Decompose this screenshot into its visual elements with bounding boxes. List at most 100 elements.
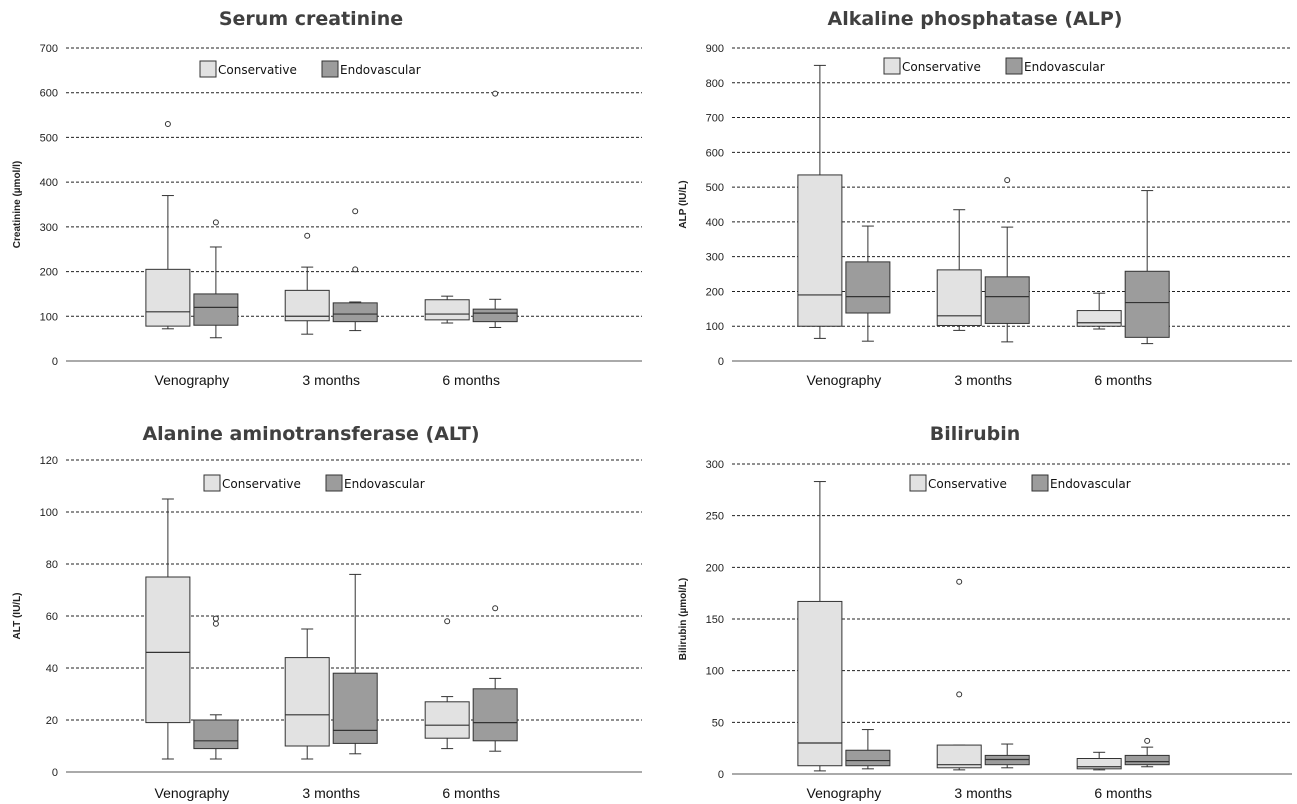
box-iqr [284, 657, 330, 747]
box-iqr [1124, 270, 1170, 338]
legend-swatch-endovascular [1005, 57, 1023, 75]
y-axis-label: ALP (IU/L) [678, 180, 689, 228]
box-endovascular-1 [984, 743, 1030, 769]
category-label: 6 months [442, 785, 500, 801]
chart-title: Alkaline phosphatase (ALP) [828, 8, 1123, 30]
box-conservative-1 [284, 232, 330, 335]
outlier-point [492, 90, 499, 97]
y-tick-label: 50 [712, 717, 724, 729]
box-conservative-0 [797, 64, 843, 339]
outlier-point [212, 219, 219, 226]
category-label: 3 months [302, 372, 360, 388]
box-conservative-0 [145, 121, 191, 330]
outlier-point [956, 578, 963, 585]
box-iqr [1076, 310, 1122, 327]
outlier-point [212, 620, 219, 627]
y-tick-label: 900 [706, 43, 724, 55]
box-endovascular-1 [332, 573, 378, 755]
y-tick-label: 800 [706, 78, 724, 90]
box-iqr [845, 749, 891, 767]
box-iqr [1076, 758, 1122, 770]
box-iqr [424, 701, 470, 739]
legend-swatch-conservative [883, 57, 901, 75]
y-tick-label: 60 [46, 611, 58, 623]
box-iqr [472, 688, 518, 742]
y-tick-label: 20 [46, 715, 58, 727]
box-endovascular-1 [332, 208, 378, 332]
box-iqr [145, 268, 191, 327]
box-endovascular-2 [472, 90, 518, 328]
category-label: 3 months [954, 785, 1012, 801]
box-conservative-1 [284, 628, 330, 760]
y-tick-label: 100 [706, 666, 724, 678]
panel-alt: Alanine aminotransferase (ALT) ALT (IU/L)… [0, 410, 645, 804]
outlier-point [304, 232, 311, 239]
legend-label-conservative: Conservative [928, 477, 1007, 491]
y-tick-label: 200 [706, 286, 724, 298]
box-endovascular-0 [193, 615, 239, 760]
legend-label-conservative: Conservative [218, 63, 297, 77]
legend-label-endovascular: Endovascular [344, 477, 425, 491]
legend: Conservative Endovascular [199, 60, 421, 78]
legend: Conservative Endovascular [909, 474, 1131, 492]
category-label: 6 months [1094, 372, 1152, 388]
category-label: 3 months [954, 372, 1012, 388]
chart-title: Serum creatinine [219, 8, 403, 30]
box-iqr [936, 744, 982, 769]
y-tick-label: 300 [706, 252, 724, 264]
legend-label-endovascular: Endovascular [1050, 477, 1131, 491]
legend-swatch-endovascular [325, 474, 343, 492]
box-conservative-1 [936, 209, 982, 331]
y-tick-label: 120 [40, 455, 58, 467]
chart-title: Alanine aminotransferase (ALT) [142, 423, 479, 445]
y-axis-label: Bilirubin (µmol/L) [678, 578, 689, 660]
y-tick-label: 700 [706, 113, 724, 125]
outlier-point [492, 605, 499, 612]
legend-swatch-endovascular [1031, 474, 1049, 492]
box-iqr [797, 600, 843, 767]
y-tick-label: 500 [706, 182, 724, 194]
outlier-point [1004, 177, 1011, 184]
box-iqr [332, 302, 378, 323]
outlier-point [212, 615, 219, 622]
y-tick-label: 300 [706, 459, 724, 471]
panel-bilirubin: Bilirubin Bilirubin (µmol/L) 0 50 100 150 200 2… [652, 410, 1297, 804]
box-endovascular-2 [472, 605, 518, 752]
box-iqr [472, 308, 518, 323]
legend: Conservative Endovascular [883, 57, 1105, 75]
outlier-point [956, 691, 963, 698]
chart-svg: Bilirubin Bilirubin (µmol/L) 0 50 100 150 200 2… [678, 423, 1292, 801]
box-iqr [145, 576, 191, 724]
box-conservative-1 [936, 578, 982, 771]
box-conservative-2 [424, 618, 470, 750]
box-conservative-2 [1076, 292, 1122, 330]
box-iqr [332, 672, 378, 744]
y-tick-label: 200 [40, 267, 58, 279]
y-tick-label: 0 [718, 356, 724, 368]
outlier-point [1144, 737, 1151, 744]
category-label: Venography [807, 372, 882, 388]
legend-label-endovascular: Endovascular [340, 63, 421, 77]
chart-svg: Serum creatinine Creatinine (µmol/l) 0 100 2… [12, 8, 642, 388]
category-label: Venography [155, 372, 230, 388]
y-tick-label: 700 [40, 43, 58, 55]
y-tick-label: 100 [40, 507, 58, 519]
y-tick-label: 0 [52, 767, 58, 779]
box-endovascular-1 [984, 177, 1030, 343]
legend-swatch-conservative [199, 60, 217, 78]
category-label: 6 months [442, 372, 500, 388]
outlier-point [164, 121, 171, 128]
legend-swatch-conservative [203, 474, 221, 492]
box-iqr [1124, 754, 1170, 766]
box-conservative-0 [145, 498, 191, 760]
box-iqr [797, 174, 843, 327]
chart-svg: Alanine aminotransferase (ALT) ALT (IU/L)… [12, 423, 642, 801]
box-endovascular-0 [845, 225, 891, 342]
legend-label-endovascular: Endovascular [1024, 60, 1105, 74]
box-conservative-2 [424, 295, 470, 324]
outlier-point [352, 208, 359, 215]
y-axis-label: ALT (IU/L) [12, 592, 23, 639]
y-tick-label: 600 [706, 147, 724, 159]
category-label: 6 months [1094, 785, 1152, 801]
